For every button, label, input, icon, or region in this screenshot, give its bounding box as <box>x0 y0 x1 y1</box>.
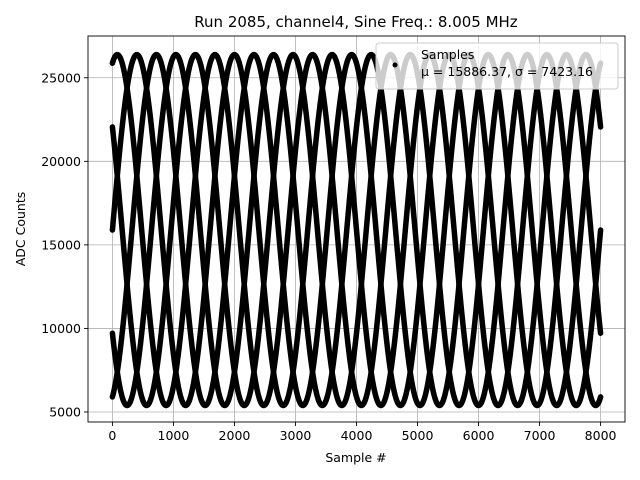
x-tick-label: 4000 <box>341 428 373 443</box>
y-tick-label: 10000 <box>41 321 81 336</box>
x-tick-label: 0 <box>108 428 116 443</box>
y-axis-ticks: 5000 10000 15000 20000 25000 <box>41 70 88 419</box>
x-axis-label: Sample # <box>325 450 386 465</box>
legend: Samples μ = 15886.37, σ = 7423.16 <box>375 42 619 90</box>
legend-entry-series: Samples <box>421 47 474 62</box>
legend-marker <box>392 62 398 68</box>
y-tick-label: 5000 <box>49 404 81 419</box>
y-tick-label: 15000 <box>41 237 81 252</box>
x-tick-label: 1000 <box>158 428 190 443</box>
x-tick-label: 5000 <box>402 428 434 443</box>
sample-trace-phase-4 <box>109 51 604 409</box>
legend-entry-stats: μ = 15886.37, σ = 7423.16 <box>421 64 593 79</box>
y-tick-label: 25000 <box>41 70 81 85</box>
chart-title: Run 2085, channel4, Sine Freq.: 8.005 MH… <box>194 13 518 31</box>
sample-trace-phase-0 <box>109 51 604 409</box>
x-axis-ticks: 0 1000 2000 3000 4000 5000 6000 7000 8000 <box>108 422 617 443</box>
x-tick-label: 6000 <box>463 428 495 443</box>
sample-trace-phase-3 <box>109 51 604 409</box>
x-tick-label: 2000 <box>219 428 251 443</box>
x-tick-label: 7000 <box>524 428 556 443</box>
sample-trace-phase-2 <box>109 51 604 409</box>
x-tick-label: 8000 <box>585 428 617 443</box>
y-axis-label: ADC Counts <box>13 192 28 267</box>
x-tick-label: 3000 <box>280 428 312 443</box>
y-tick-label: 20000 <box>41 154 81 169</box>
legend-box <box>375 42 619 90</box>
